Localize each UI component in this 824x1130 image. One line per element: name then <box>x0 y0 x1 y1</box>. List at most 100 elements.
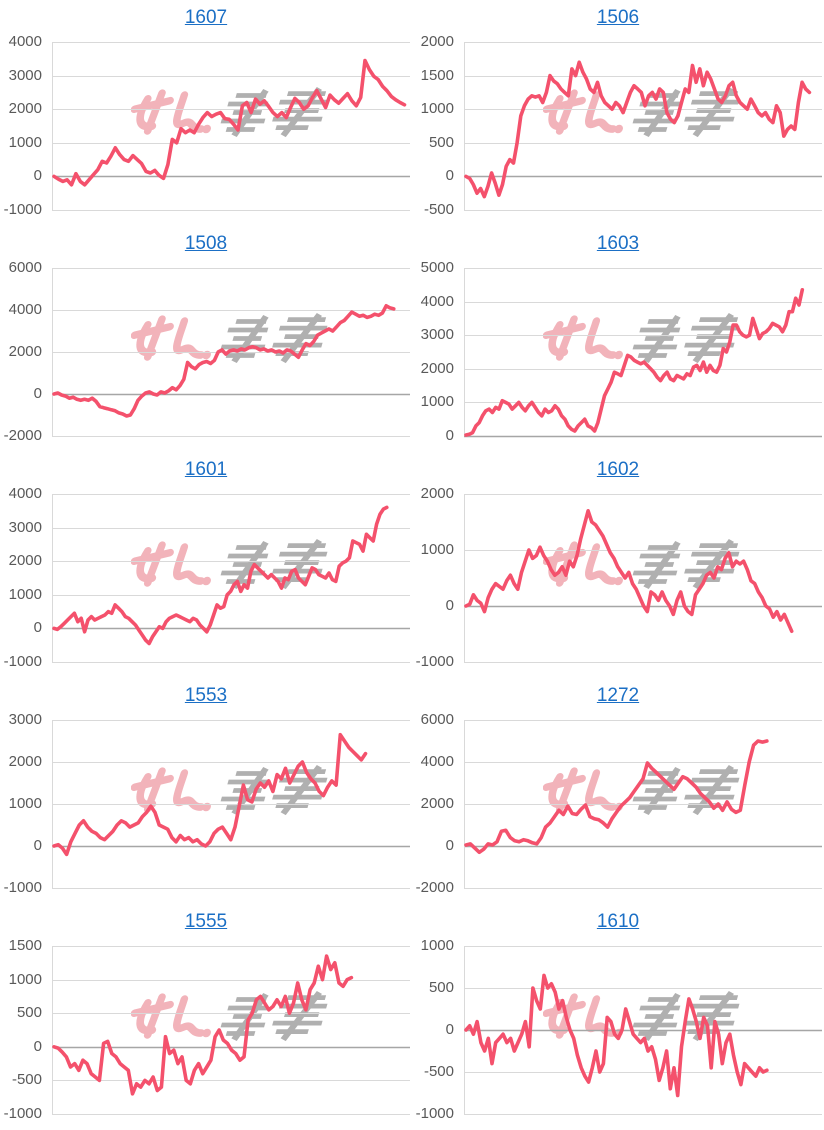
chart-title-link[interactable]: 1553 <box>184 685 228 706</box>
y-axis-tick-label: 0 <box>445 837 454 854</box>
y-axis-tick-label: -1000 <box>3 1105 42 1122</box>
y-axis-tick-label: -1000 <box>3 653 42 670</box>
chart-card: 1506 -500 0 500 1000 1500 2000 <box>412 0 824 226</box>
watermark-logo <box>542 312 765 366</box>
data-line-series <box>52 505 389 646</box>
y-axis-tick-label: 1000 <box>420 100 454 118</box>
y-axis-tick-label: 2000 <box>8 100 42 118</box>
watermark-logo-icon <box>542 86 740 137</box>
chart-title-link[interactable]: 1601 <box>184 459 228 480</box>
y-axis-labels: -1000 0 1000 2000 3000 4000 <box>0 485 46 670</box>
data-line-series <box>464 287 805 437</box>
chart-title: 1603 <box>412 233 824 255</box>
chart-title: 1610 <box>412 911 824 933</box>
chart-title: 1602 <box>412 459 824 481</box>
chart-plot: -500 0 500 1000 1500 2000 <box>412 33 824 218</box>
y-axis-tick-label: 4000 <box>8 485 42 502</box>
y-axis-tick-label: 4000 <box>8 33 42 50</box>
y-axis-tick-label: 1000 <box>8 795 42 812</box>
chart-card: 1601 -1000 0 1000 2000 3000 4000 <box>0 452 412 678</box>
chart-title-link[interactable]: 1272 <box>596 685 640 706</box>
chart-plot: 0 1000 2000 3000 4000 5000 <box>412 259 824 444</box>
chart-plot: -1000 -500 0 500 1000 1500 <box>0 937 412 1122</box>
plot-area <box>52 42 410 211</box>
plot-area <box>464 494 822 663</box>
data-line-series <box>464 508 794 633</box>
chart-title-link[interactable]: 1506 <box>596 7 640 28</box>
y-axis-tick-label: 0 <box>33 1037 42 1055</box>
y-axis-tick-label: -500 <box>423 1063 454 1080</box>
chart-card: 1508 -2000 0 2000 4000 6000 <box>0 226 412 452</box>
y-axis-tick-label: 2000 <box>8 343 42 360</box>
chart-title-link[interactable]: 1610 <box>596 911 640 932</box>
chart-title-link[interactable]: 1555 <box>184 911 228 932</box>
y-axis-tick-label: 1000 <box>8 585 42 603</box>
y-axis-tick-label: 0 <box>445 427 454 444</box>
y-axis-tick-label: 1500 <box>8 937 42 954</box>
line-chart-svg <box>464 946 822 1115</box>
line-chart-svg <box>52 268 410 437</box>
chart-title-link[interactable]: 1607 <box>184 7 228 28</box>
y-axis-tick-label: 6000 <box>420 711 454 728</box>
line-chart-svg <box>52 720 410 889</box>
chart-card: 1555 -1000 -500 0 500 1000 1500 <box>0 904 412 1130</box>
chart-title-link[interactable]: 1603 <box>596 233 640 254</box>
y-axis-tick-label: 4000 <box>420 753 454 770</box>
y-axis-tick-label: 1000 <box>8 970 42 988</box>
y-axis-tick-label: -1000 <box>3 201 42 218</box>
data-line-series <box>464 60 812 199</box>
chart-title: 1508 <box>0 233 412 255</box>
y-axis-tick-label: 0 <box>33 619 42 637</box>
y-axis-tick-label: 2000 <box>8 753 42 770</box>
y-axis-tick-label: -2000 <box>415 879 454 896</box>
y-axis-tick-label: 5000 <box>420 259 454 276</box>
chart-plot: -2000 0 2000 4000 6000 <box>0 259 412 444</box>
y-axis-tick-label: -1000 <box>415 653 454 670</box>
y-axis-labels: -500 0 500 1000 1500 2000 <box>412 33 458 218</box>
y-axis-tick-label: 0 <box>33 385 42 402</box>
line-chart-svg <box>464 494 822 663</box>
data-line-series <box>52 732 368 857</box>
y-axis-tick-label: -1000 <box>3 879 42 896</box>
y-axis-labels: 0 1000 2000 3000 4000 5000 <box>412 259 458 444</box>
y-axis-labels: -1000 0 1000 2000 3000 4000 <box>0 33 46 218</box>
y-axis-tick-label: 2000 <box>420 795 454 812</box>
data-line-series <box>52 303 396 418</box>
data-line-series <box>464 973 769 1098</box>
line-chart-svg <box>464 42 822 211</box>
data-line-series <box>52 954 354 1096</box>
y-axis-tick-label: 3000 <box>8 711 42 728</box>
y-axis-labels: -1000 -500 0 500 1000 <box>412 937 458 1122</box>
chart-title: 1272 <box>412 685 824 707</box>
chart-card: 1603 0 1000 2000 3000 4000 5000 <box>412 226 824 452</box>
line-chart-svg <box>52 494 410 663</box>
plot-area <box>52 494 410 663</box>
y-axis-tick-label: 500 <box>16 1004 42 1022</box>
y-axis-labels: -1000 0 1000 2000 3000 <box>0 711 46 896</box>
y-axis-tick-label: 0 <box>445 167 454 185</box>
y-axis-tick-label: 3000 <box>420 326 454 344</box>
chart-plot: -1000 0 1000 2000 3000 4000 <box>0 485 412 670</box>
chart-card: 1610 -1000 -500 0 500 1000 <box>412 904 824 1130</box>
watermark-logo <box>542 86 765 140</box>
y-axis-labels: -1000 0 1000 2000 <box>412 485 458 670</box>
chart-title-link[interactable]: 1602 <box>596 459 640 480</box>
chart-card: 1602 -1000 0 1000 2000 <box>412 452 824 678</box>
chart-title-link[interactable]: 1508 <box>184 233 228 254</box>
chart-title: 1601 <box>0 459 412 481</box>
line-chart-svg <box>52 42 410 211</box>
y-axis-tick-label: 0 <box>445 1021 454 1038</box>
chart-plot: -1000 0 1000 2000 3000 4000 <box>0 33 412 218</box>
chart-title: 1506 <box>412 7 824 29</box>
watermark-logo-icon <box>542 312 740 363</box>
plot-area <box>52 946 410 1115</box>
y-axis-tick-label: 1500 <box>420 66 454 84</box>
plot-area <box>464 946 822 1115</box>
y-axis-tick-label: 4000 <box>420 292 454 310</box>
y-axis-tick-label: -500 <box>423 201 454 218</box>
chart-plot: -2000 0 2000 4000 6000 <box>412 711 824 896</box>
y-axis-tick-label: 0 <box>445 597 454 614</box>
plot-area <box>464 42 822 211</box>
y-axis-tick-label: 6000 <box>8 259 42 276</box>
